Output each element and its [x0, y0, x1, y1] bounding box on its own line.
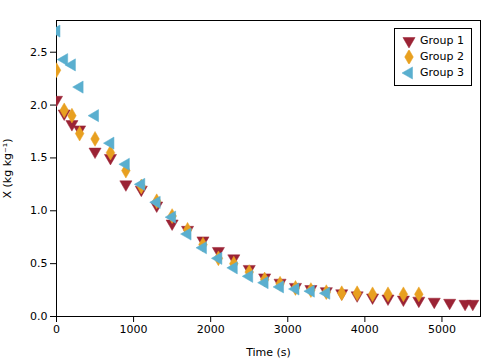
svg-text:5000: 5000 [428, 323, 456, 336]
html-text:Group 2: Group 2 [420, 50, 464, 63]
svg-text:X (kg kg⁻¹): X (kg kg⁻¹) [1, 138, 14, 198]
svg-text:1.5: 1.5 [30, 151, 48, 164]
svg-text:2000: 2000 [197, 323, 225, 336]
svg-text:0.0: 0.0 [30, 310, 48, 323]
svg-text:Time (s): Time (s) [245, 346, 291, 358]
html-text:Group 1: Group 1 [420, 34, 464, 47]
svg-text:1000: 1000 [120, 323, 148, 336]
svg-text:2.0: 2.0 [30, 99, 48, 112]
svg-text:0.5: 0.5 [30, 257, 48, 270]
svg-text:4000: 4000 [351, 323, 379, 336]
svg-text:1.0: 1.0 [30, 204, 48, 217]
svg-text:2.5: 2.5 [30, 46, 48, 59]
html-text:Group 3: Group 3 [420, 66, 464, 79]
svg-text:0: 0 [53, 323, 60, 336]
svg-text:3000: 3000 [274, 323, 302, 336]
